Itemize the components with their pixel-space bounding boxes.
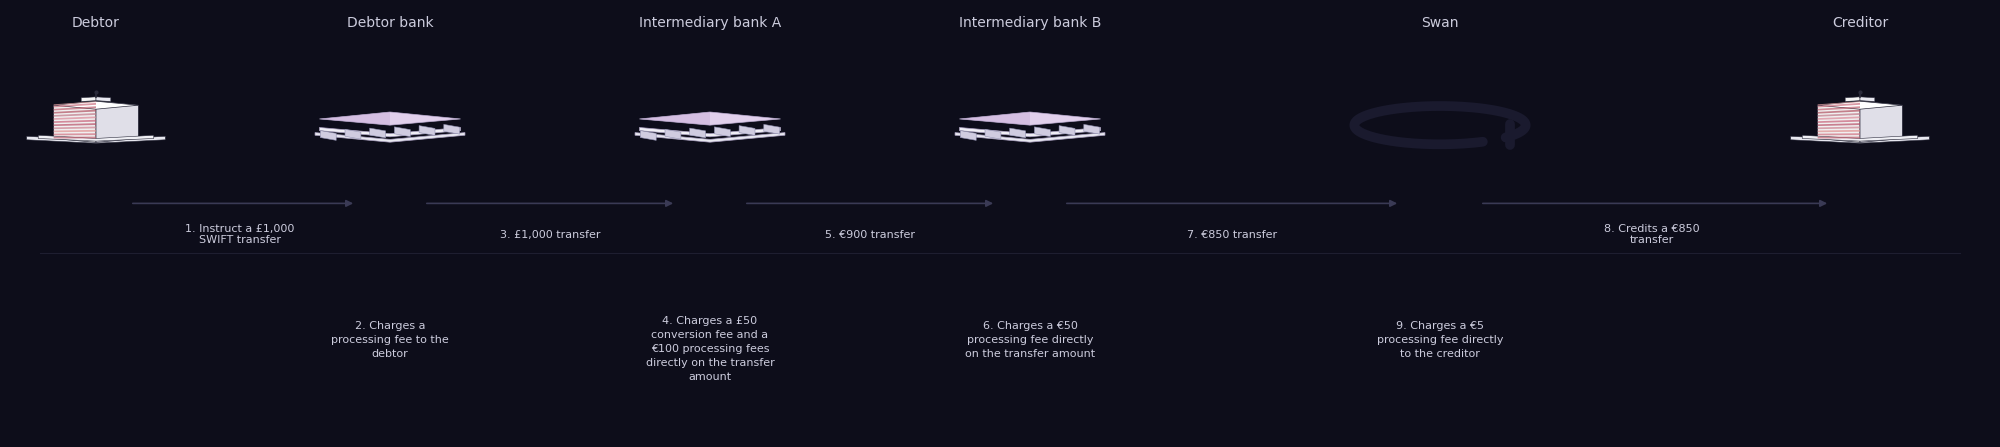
Polygon shape: [1060, 126, 1074, 135]
Polygon shape: [1818, 101, 1860, 143]
Text: 1. Instruct a £1,000
SWIFT transfer: 1. Instruct a £1,000 SWIFT transfer: [186, 224, 294, 245]
Polygon shape: [640, 112, 710, 125]
Polygon shape: [690, 128, 706, 138]
Polygon shape: [960, 127, 1100, 137]
Polygon shape: [1392, 114, 1488, 136]
Polygon shape: [390, 112, 460, 125]
Polygon shape: [96, 97, 110, 101]
Polygon shape: [54, 101, 96, 105]
Polygon shape: [54, 116, 96, 120]
Polygon shape: [640, 112, 780, 125]
Text: Swan: Swan: [1422, 16, 1458, 30]
Polygon shape: [316, 133, 464, 142]
Polygon shape: [54, 106, 96, 110]
Polygon shape: [1818, 101, 1902, 109]
Polygon shape: [960, 112, 1100, 125]
Polygon shape: [1860, 97, 1874, 101]
Polygon shape: [38, 135, 154, 141]
Polygon shape: [636, 133, 784, 142]
Polygon shape: [82, 97, 96, 101]
Polygon shape: [54, 127, 96, 129]
Polygon shape: [54, 101, 96, 143]
Polygon shape: [1818, 113, 1860, 117]
Polygon shape: [1818, 110, 1860, 114]
Text: Debtor bank: Debtor bank: [346, 16, 434, 30]
Polygon shape: [1034, 127, 1050, 137]
Text: 3. £1,000 transfer: 3. £1,000 transfer: [500, 230, 600, 240]
Polygon shape: [1790, 136, 1930, 143]
Text: 6. Charges a €50
processing fee directly
on the transfer amount: 6. Charges a €50 processing fee directly…: [964, 320, 1096, 359]
Polygon shape: [1818, 101, 1860, 105]
Polygon shape: [54, 130, 96, 132]
Polygon shape: [1818, 103, 1860, 107]
Polygon shape: [54, 113, 96, 117]
Polygon shape: [1818, 133, 1860, 135]
Polygon shape: [740, 126, 754, 135]
Polygon shape: [54, 137, 96, 139]
Polygon shape: [54, 101, 138, 109]
Polygon shape: [1818, 137, 1860, 139]
Text: 9. Charges a €5
processing fee directly
to the creditor: 9. Charges a €5 processing fee directly …: [1376, 320, 1504, 359]
Polygon shape: [1818, 106, 1860, 110]
Polygon shape: [320, 131, 336, 140]
Text: Debtor: Debtor: [72, 16, 120, 30]
Polygon shape: [1818, 127, 1860, 129]
Polygon shape: [54, 120, 96, 123]
Polygon shape: [960, 112, 1030, 125]
Polygon shape: [1802, 135, 1918, 141]
Polygon shape: [764, 124, 780, 134]
Polygon shape: [1818, 116, 1860, 120]
Polygon shape: [320, 112, 460, 125]
Polygon shape: [960, 131, 976, 140]
Text: 7. €850 transfer: 7. €850 transfer: [1186, 230, 1278, 240]
Polygon shape: [320, 127, 460, 137]
Polygon shape: [420, 126, 434, 135]
Polygon shape: [1030, 112, 1100, 125]
Text: Intermediary bank B: Intermediary bank B: [958, 16, 1102, 30]
Polygon shape: [1010, 128, 1026, 138]
Polygon shape: [1818, 123, 1860, 126]
Polygon shape: [710, 112, 780, 125]
Polygon shape: [1818, 130, 1860, 132]
Polygon shape: [640, 131, 656, 140]
Polygon shape: [666, 129, 680, 139]
Text: 4. Charges a £50
conversion fee and a
€100 processing fees
directly on the trans: 4. Charges a £50 conversion fee and a €1…: [646, 316, 774, 382]
Text: 2. Charges a
processing fee to the
debtor: 2. Charges a processing fee to the debto…: [332, 320, 448, 359]
Polygon shape: [54, 103, 96, 107]
Polygon shape: [54, 123, 96, 126]
Polygon shape: [26, 136, 166, 143]
Text: 5. €900 transfer: 5. €900 transfer: [826, 230, 916, 240]
Polygon shape: [370, 128, 386, 138]
Text: Creditor: Creditor: [1832, 16, 1888, 30]
Polygon shape: [320, 112, 390, 125]
Polygon shape: [640, 127, 780, 137]
Polygon shape: [986, 129, 1000, 139]
Polygon shape: [346, 129, 360, 139]
Polygon shape: [394, 127, 410, 137]
Polygon shape: [54, 110, 96, 114]
Polygon shape: [1084, 124, 1100, 134]
Polygon shape: [1846, 97, 1860, 101]
Polygon shape: [444, 124, 460, 134]
Polygon shape: [1818, 120, 1860, 123]
Polygon shape: [54, 133, 96, 135]
Polygon shape: [1860, 101, 1902, 143]
Polygon shape: [96, 101, 138, 143]
Polygon shape: [714, 127, 730, 137]
Text: Intermediary bank A: Intermediary bank A: [638, 16, 782, 30]
Polygon shape: [956, 133, 1104, 142]
Text: 8. Credits a €850
transfer: 8. Credits a €850 transfer: [1604, 224, 1700, 245]
